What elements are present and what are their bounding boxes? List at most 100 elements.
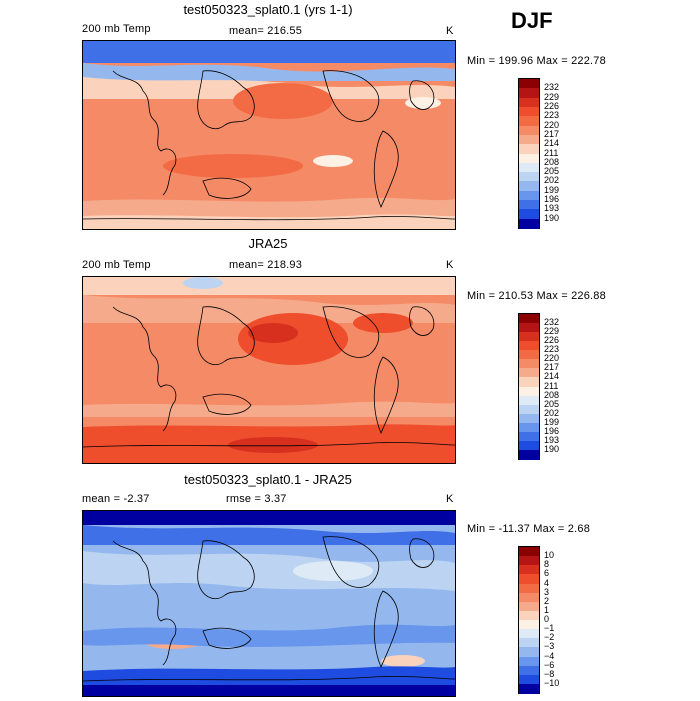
colorbar-tick-label: 0 xyxy=(544,614,550,624)
colorbar-swatch xyxy=(519,656,539,667)
colorbar-swatch xyxy=(519,431,539,442)
colorbar-swatch xyxy=(519,314,539,324)
panel-2-variable-label: 200 mb Temp xyxy=(82,259,151,271)
colorbar-tick-label: 190 xyxy=(544,443,560,454)
colorbar-swatch xyxy=(519,359,539,369)
colorbar-swatch xyxy=(519,620,539,630)
colorbar-swatch xyxy=(519,449,539,460)
colorbar-tick-label: 6 xyxy=(544,568,550,579)
coastline xyxy=(322,70,380,122)
pale-patch xyxy=(313,155,353,167)
colorbar-tick-label: 1 xyxy=(544,604,550,615)
panel-2-colorbar: 232 229 226 223 220 217 214 211 208 205 202 199 196 1… xyxy=(518,313,559,460)
coastline xyxy=(409,538,435,568)
panel-2-range-label: Min = 210.53 Max = 226.88 xyxy=(467,290,606,302)
colorbar-swatch xyxy=(519,144,539,154)
colorbar-tick-label: 220 xyxy=(544,119,560,130)
colorbar-swatch xyxy=(519,190,539,201)
colorbar-tick-label: 3 xyxy=(544,586,550,597)
panel-2-map-svg xyxy=(82,277,456,463)
colorbar-tick-label: 4 xyxy=(544,577,550,588)
panel-3-rmse-label: rmse = 3.37 xyxy=(226,493,287,505)
coastline xyxy=(322,536,380,588)
panel-3-units-label: K xyxy=(446,493,454,505)
coastline xyxy=(202,393,252,415)
pale-patch xyxy=(405,97,441,109)
colorbar-swatch xyxy=(519,162,539,173)
north-blue-band xyxy=(83,525,455,545)
colorbar-swatch xyxy=(519,583,539,594)
colorbar-swatch xyxy=(519,377,539,387)
panel-1-map xyxy=(82,40,456,230)
coastline xyxy=(112,70,177,196)
colorbar-tick-label: 208 xyxy=(544,389,560,400)
colorbar-swatch xyxy=(519,665,539,676)
colorbar-swatch xyxy=(519,97,539,108)
colorbar-swatch xyxy=(519,209,539,220)
panel-1-title: test050323_splat0.1 (yrs 1-1) xyxy=(183,2,353,17)
colorbar-swatch xyxy=(519,125,539,136)
colorbar-swatch xyxy=(519,674,539,685)
coastline xyxy=(202,627,252,649)
colorbar-swatch xyxy=(519,172,539,182)
colorbar-tick-label: 199 xyxy=(544,184,560,195)
colorbar-swatch xyxy=(519,592,539,603)
colorbar-swatch xyxy=(519,610,539,621)
panel-3-map-svg xyxy=(82,511,456,696)
colorbar-tick-label: 205 xyxy=(544,398,560,409)
coastline xyxy=(322,306,380,358)
colorbar-swatch xyxy=(519,181,539,192)
warm-patch xyxy=(353,313,413,333)
colorbar-swatch xyxy=(519,404,539,415)
colorbar-swatch xyxy=(519,440,539,451)
panel-2-map xyxy=(82,276,456,464)
panel-1-units-label: K xyxy=(446,25,454,37)
panel-2-title: JRA25 xyxy=(248,236,288,251)
panel-1-colorbar: 232 229 226 223 220 217 214 211 208 205 202 199 196 1… xyxy=(518,78,559,229)
coastline xyxy=(112,540,177,666)
coastline xyxy=(82,676,456,682)
colorbar-swatch xyxy=(519,106,539,117)
south-pale-band xyxy=(83,214,455,229)
north-pale-band xyxy=(83,277,455,295)
colorbar-swatch xyxy=(519,79,539,89)
colorbar-tick-label: 196 xyxy=(544,194,560,205)
coastline xyxy=(373,356,399,435)
colorbar-swatch xyxy=(519,565,539,575)
colorbar-tick-label: 202 xyxy=(544,175,560,186)
colorbar-tick-label: 229 xyxy=(544,91,560,102)
colorbar-tick-label: 226 xyxy=(544,335,560,346)
panel-1-mean-label: mean= 216.55 xyxy=(229,25,303,37)
coastline xyxy=(202,177,252,199)
north-cool-band xyxy=(83,63,455,81)
colorbar-tick-label: 196 xyxy=(544,425,560,436)
warm-patch xyxy=(163,154,303,178)
colorbar-tick-label: 223 xyxy=(544,110,560,121)
colorbar-tick-label: 232 xyxy=(544,317,560,328)
colorbar-swatch xyxy=(519,341,539,351)
colorbar-swatch xyxy=(519,638,539,648)
mid-light-band xyxy=(83,551,455,591)
colorbar-tick-label: 193 xyxy=(544,434,560,445)
colorbar-swatch xyxy=(519,601,539,612)
colorbar-tick-label: 229 xyxy=(544,326,560,337)
panel-3-range-label: Min = -11.37 Max = 2.68 xyxy=(467,523,591,535)
coastline xyxy=(373,590,399,669)
colorbar-swatch xyxy=(519,88,539,99)
colorbar-tick-label: 205 xyxy=(544,166,560,177)
colorbar-swatch xyxy=(519,395,539,406)
colorbar-tick-label: 202 xyxy=(544,407,560,418)
hot-patch xyxy=(228,437,318,453)
colorbar-swatch xyxy=(519,323,539,333)
hot-patch xyxy=(248,323,298,343)
colorbar-swatch xyxy=(519,547,539,557)
panel-3-colorbar: 10 8 6 4 3 2 1 0 −1 −2 −3 −4 −6 −8 −10 xyxy=(518,546,559,694)
pale-patch xyxy=(293,561,373,581)
coastline xyxy=(112,306,177,432)
panel-3-title: test050323_splat0.1 - JRA25 xyxy=(184,472,352,487)
colorbar-tick-label: 214 xyxy=(544,138,560,149)
coastline xyxy=(409,80,435,110)
panel-3-mean-label: mean = -2.37 xyxy=(82,493,150,505)
colorbar-tick-label: −10 xyxy=(544,677,560,688)
colorbar-tick-label: 8 xyxy=(544,559,550,570)
